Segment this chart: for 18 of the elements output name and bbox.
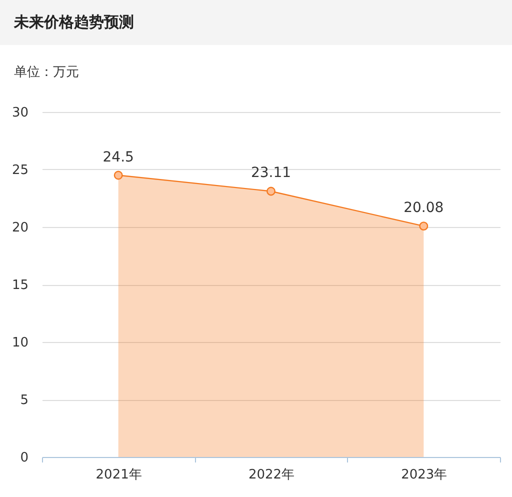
y-tick-label: 30: [12, 106, 28, 120]
x-tick-label: 2022年: [248, 468, 295, 482]
y-tick-label: 25: [12, 163, 28, 178]
y-tick-label: 20: [12, 220, 28, 236]
y-tick-label: 0: [20, 450, 28, 466]
y-tick-label: 5: [20, 393, 28, 408]
data-label: 20.08: [404, 200, 444, 216]
point: [114, 170, 123, 180]
x-tick-label: 2023年: [401, 468, 448, 482]
chart-title: 未来价格趋势预测: [14, 13, 134, 32]
y-tick-label: 10: [12, 336, 28, 350]
point: [266, 186, 276, 196]
point: [419, 222, 428, 231]
y-tick-label: 15: [12, 278, 28, 293]
data-label: 23.11: [250, 165, 292, 182]
data-label: 24.5: [102, 149, 134, 166]
chart-subtitle: 单位：万元: [14, 64, 79, 81]
x-tick-label: 2021年: [96, 468, 142, 482]
